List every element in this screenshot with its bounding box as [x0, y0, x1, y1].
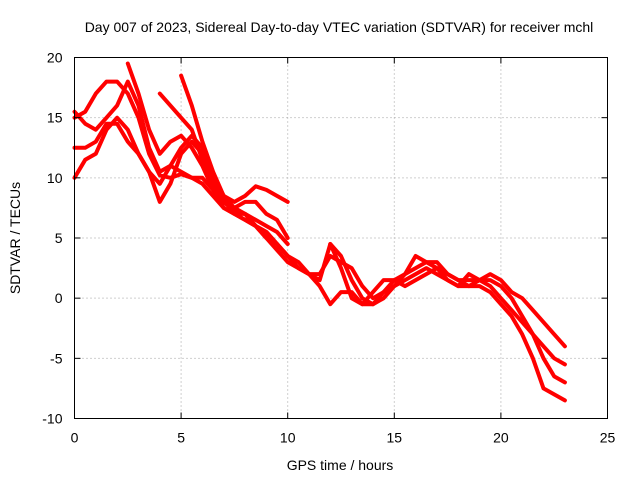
x-axis-label: GPS time / hours — [287, 457, 394, 473]
series-line-track-3 — [72, 115, 290, 240]
chart-title: Day 007 of 2023, Sidereal Day-to-day VTE… — [85, 19, 594, 35]
x-tick-label: 20 — [493, 430, 509, 446]
plot-frame — [74, 57, 608, 419]
y-tick-label: 5 — [55, 230, 63, 246]
y-axis-label: SDTVAR / TECUs — [7, 182, 23, 294]
y-tick-label: -5 — [50, 350, 63, 366]
series-line-track-1 — [72, 79, 290, 246]
y-tick-label: 20 — [47, 50, 63, 66]
data-series-group — [72, 61, 567, 403]
grid-lines — [74, 57, 608, 419]
series-line-track-8 — [328, 242, 567, 385]
series-line-track-7 — [157, 91, 567, 349]
x-tick-label: 5 — [177, 430, 185, 446]
series-line-track-5 — [125, 61, 567, 403]
y-tick-label: 0 — [55, 290, 63, 306]
x-tick-label: 15 — [387, 430, 403, 446]
x-tick-label: 0 — [71, 430, 79, 446]
y-tick-label: -10 — [42, 411, 62, 427]
x-tick-label: 10 — [280, 430, 296, 446]
x-tick-label: 25 — [600, 430, 616, 446]
y-tick-label: 10 — [47, 170, 63, 186]
series-line-track-6 — [179, 73, 567, 367]
y-tick-label: 15 — [47, 110, 63, 126]
axis-ticks: 0 5 10 15 20 25 -10 -5 0 5 10 15 20 — [42, 50, 615, 446]
